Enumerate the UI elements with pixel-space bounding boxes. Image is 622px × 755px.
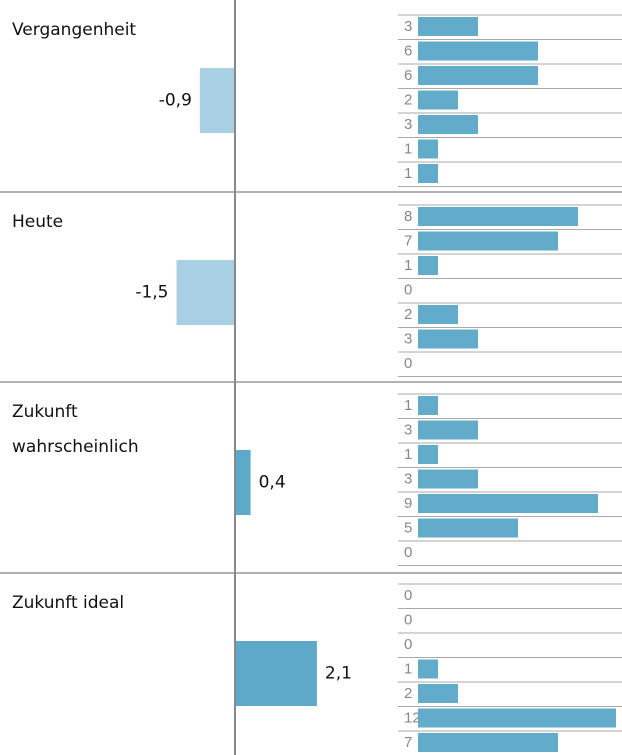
count-bar [418, 41, 538, 61]
count-label: 1 [404, 660, 412, 677]
count-bar [418, 231, 558, 251]
count-bar [418, 708, 616, 728]
count-label: 7 [404, 232, 412, 249]
count-bar [418, 207, 578, 226]
count-bar [418, 17, 478, 36]
count-label: 0 [404, 544, 412, 561]
count-label: 3 [404, 116, 412, 133]
count-bar [418, 164, 438, 183]
count-bar [418, 518, 518, 538]
mean-label: -0,9 [159, 91, 192, 111]
count-label: 3 [404, 330, 412, 347]
count-bar [418, 115, 478, 134]
count-bar [418, 469, 478, 489]
mean-label: 0,4 [259, 473, 286, 493]
count-label: 2 [404, 685, 412, 702]
count-label: 0 [404, 281, 412, 298]
count-bar [418, 90, 458, 110]
count-bar [418, 305, 458, 324]
count-label: 0 [404, 355, 412, 372]
group-label: Zukunft [12, 402, 78, 422]
count-bar [418, 420, 478, 440]
group-label: wahrscheinlich [12, 437, 139, 457]
count-label: 3 [404, 18, 412, 35]
count-label: 0 [404, 611, 412, 628]
count-label: 1 [404, 257, 412, 274]
count-label: 2 [404, 91, 412, 108]
group-label: Zukunft ideal [12, 593, 124, 613]
count-label: 3 [404, 470, 412, 487]
count-label: 1 [404, 397, 412, 414]
count-bar [418, 684, 458, 703]
count-label: 1 [404, 165, 412, 182]
group-label: Vergangenheit [12, 20, 136, 40]
mean-bar [235, 450, 251, 515]
mean-bar [176, 260, 235, 325]
count-bar [418, 66, 538, 85]
mean-bar [235, 641, 317, 706]
count-bar [418, 659, 438, 679]
count-label: 7 [404, 734, 412, 751]
count-bar [418, 139, 438, 159]
count-label: 6 [404, 67, 412, 84]
count-bar [418, 329, 478, 349]
count-label: 9 [404, 495, 412, 512]
count-bar [418, 494, 598, 513]
count-bar [418, 396, 438, 415]
mean-label: 2,1 [325, 664, 352, 684]
mean-bar [199, 68, 235, 133]
count-label: 1 [404, 140, 412, 157]
count-bar [418, 256, 438, 275]
count-label: 0 [404, 587, 412, 604]
count-label: 8 [404, 208, 412, 225]
count-label: 0 [404, 636, 412, 653]
group-label: Heute [12, 212, 63, 232]
count-bar [418, 445, 438, 464]
count-label: 5 [404, 519, 412, 536]
count-label: 2 [404, 306, 412, 323]
count-label: 6 [404, 42, 412, 59]
count-bar [418, 733, 558, 752]
count-label: 3 [404, 421, 412, 438]
count-label: 1 [404, 446, 412, 463]
mean-label: -1,5 [135, 283, 168, 303]
count-label: 12 [404, 709, 421, 726]
